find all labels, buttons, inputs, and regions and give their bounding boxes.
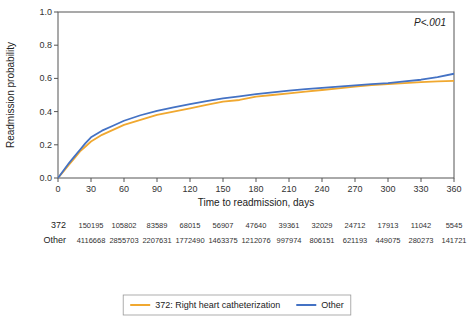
at-risk-value: 1772490 (175, 236, 204, 245)
x-tick-label: 360 (446, 184, 461, 194)
x-tick (91, 178, 92, 182)
y-axis-label: Readmission probability (5, 42, 16, 148)
x-tick-label: 270 (347, 184, 362, 194)
legend-frame (123, 295, 351, 315)
at-risk-row-label: Other (43, 235, 66, 245)
at-risk-value: 1212076 (241, 236, 270, 245)
y-tick (54, 78, 58, 79)
legend-label: Other (321, 300, 344, 310)
chart: 0 30 60 90 120 150 180 210 240 270 300 330 360 0.0 0.2… (0, 0, 474, 333)
x-tick-label: 120 (182, 184, 197, 194)
x-tick (289, 178, 290, 182)
x-tick (256, 178, 257, 182)
y-tick-label: 0.0 (39, 173, 52, 183)
at-risk-value: 47640 (246, 221, 267, 230)
legend-swatch (130, 304, 150, 306)
legend: 372: Right heart catheterization Other (123, 295, 351, 315)
y-tick-label: 0.8 (39, 40, 52, 50)
x-tick (454, 178, 455, 182)
at-risk-value: 24712 (345, 221, 366, 230)
series-line (58, 81, 454, 178)
x-tick-label: 60 (119, 184, 129, 194)
x-tick (58, 178, 59, 182)
y-tick (54, 111, 58, 112)
at-risk-row-label: 372 (51, 220, 66, 230)
at-risk-value: 83589 (147, 221, 168, 230)
x-tick-label: 210 (281, 184, 296, 194)
at-risk-value: 449075 (375, 236, 400, 245)
x-tick-label: 90 (152, 184, 162, 194)
at-risk-value: 621193 (343, 236, 367, 245)
at-risk-value: 11042 (411, 221, 431, 230)
at-risk-value: 56907 (213, 221, 234, 230)
x-tick (421, 178, 422, 182)
x-tick-label: 150 (215, 184, 230, 194)
x-tick (355, 178, 356, 182)
series-line (58, 74, 454, 178)
at-risk-value: 806151 (309, 236, 334, 245)
at-risk-value: 997974 (276, 236, 301, 245)
y-tick (54, 144, 58, 145)
y-tick-label: 1.0 (39, 7, 52, 17)
at-risk-value: 1463375 (208, 236, 237, 245)
at-risk-value: 68015 (180, 221, 201, 230)
x-tick-label: 330 (413, 184, 428, 194)
x-axis-label: Time to readmission, days (198, 197, 314, 208)
y-tick-label: 0.6 (39, 73, 52, 83)
x-tick (157, 178, 158, 182)
x-tick (388, 178, 389, 182)
y-tick-label: 0.4 (39, 107, 52, 117)
at-risk-value: 280273 (408, 236, 433, 245)
legend-swatch (296, 304, 316, 306)
plot-frame (58, 12, 454, 178)
y-tick (54, 178, 58, 179)
at-risk-value: 17913 (378, 221, 399, 230)
x-tick (322, 178, 323, 182)
at-risk-value: 2207631 (142, 236, 171, 245)
plot-lines (58, 74, 454, 178)
y-tick (54, 45, 58, 46)
legend-label: 372: Right heart catheterization (155, 300, 280, 310)
at-risk-value: 105802 (111, 221, 136, 230)
annotation: P<.001 (414, 17, 446, 28)
at-risk-value: 2855703 (109, 236, 138, 245)
x-tick-label: 0 (55, 184, 60, 194)
x-tick-label: 180 (248, 184, 263, 194)
at-risk-value: 4116668 (77, 236, 106, 245)
x-tick-label: 240 (314, 184, 329, 194)
x-tick-label: 300 (380, 184, 395, 194)
at-risk-value: 32029 (312, 221, 333, 230)
at-risk-value: 5545 (446, 221, 463, 230)
y-tick (54, 12, 58, 13)
x-tick (124, 178, 125, 182)
at-risk-value: 39361 (279, 221, 300, 230)
x-tick (223, 178, 224, 182)
x-tick-label: 30 (86, 184, 96, 194)
y-tick-label: 0.2 (39, 140, 52, 150)
at-risk-value: 150195 (78, 221, 103, 230)
at-risk-value: 141721 (441, 236, 466, 245)
x-tick (190, 178, 191, 182)
